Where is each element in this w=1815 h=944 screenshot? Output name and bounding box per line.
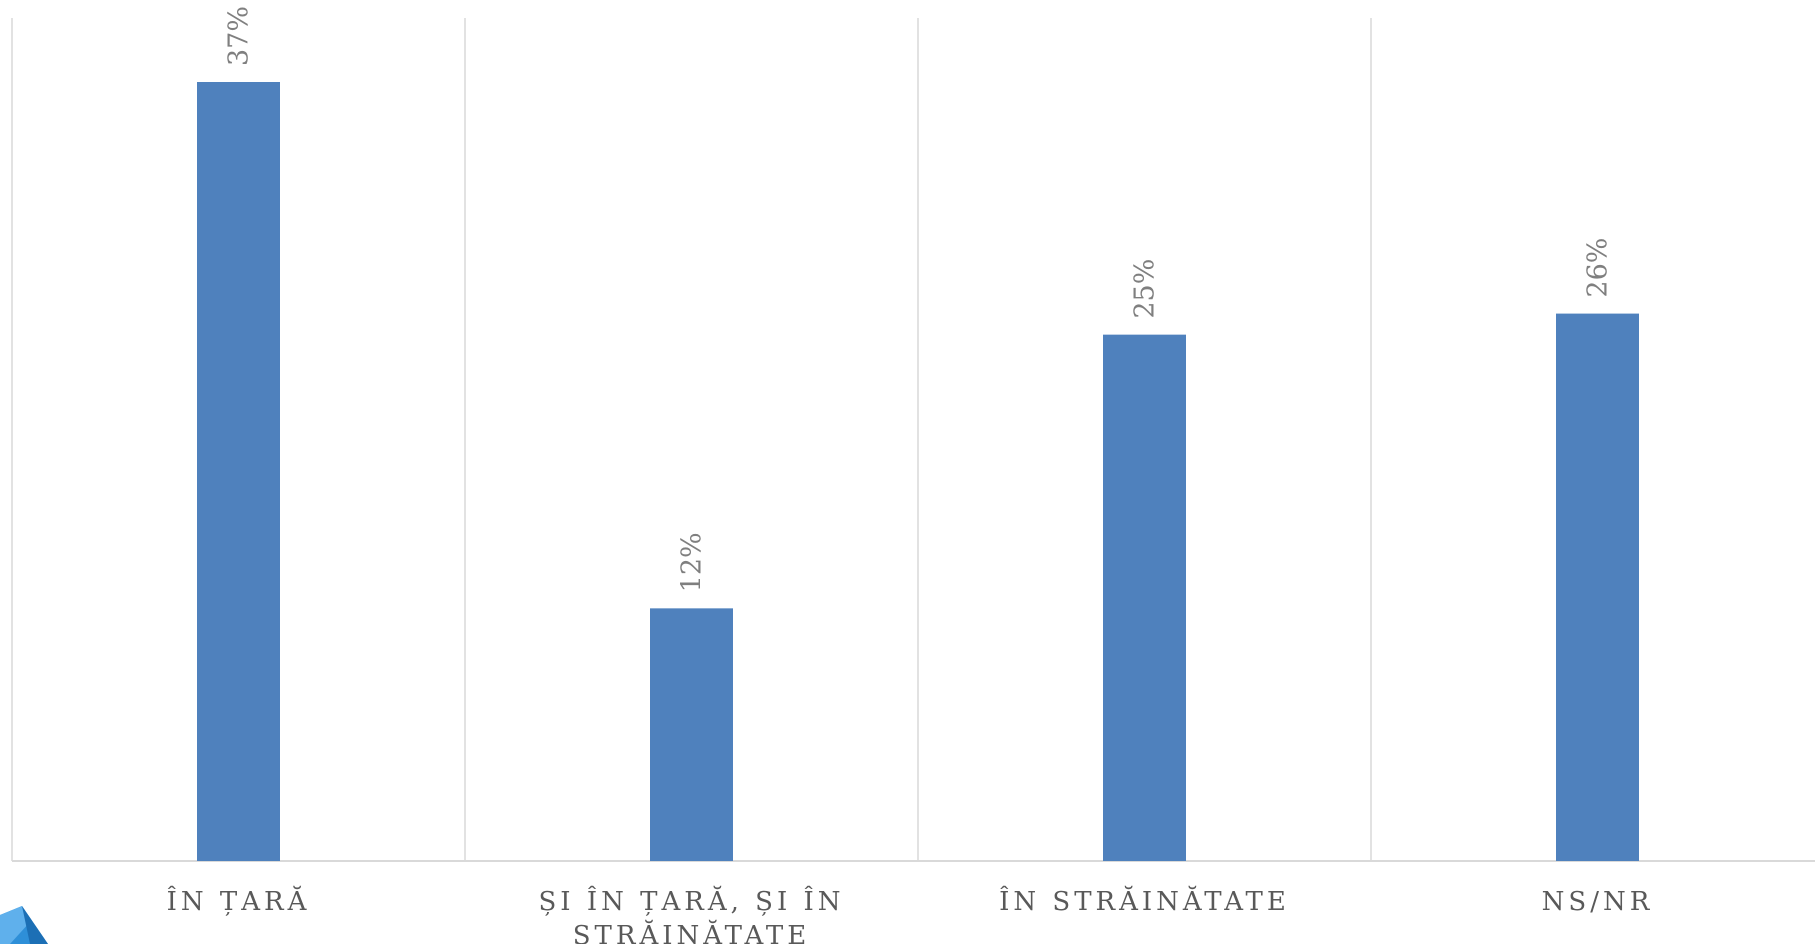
category-label: ÎN STRĂINĂTATE <box>999 885 1290 917</box>
category-label: ÎN ȚARĂ <box>167 885 311 917</box>
bars-layer <box>197 82 1639 861</box>
data-label: 26% <box>1583 238 1614 298</box>
bar <box>1556 313 1639 861</box>
bar <box>197 82 280 861</box>
category-label: STRĂINĂTATE <box>573 919 810 944</box>
category-label: NS/NR <box>1542 887 1654 917</box>
category-label: ȘI ÎN ȚARĂ, ȘI ÎN <box>539 885 845 917</box>
data-label: 37% <box>224 6 255 66</box>
data-label: 25% <box>1130 259 1161 319</box>
triangle-logo-icon <box>0 906 48 944</box>
grid-layer <box>11 18 1815 862</box>
logo <box>0 906 48 944</box>
bar <box>1103 334 1186 861</box>
data-labels-layer: 37% 12% 25% 26% <box>224 6 1614 592</box>
data-label: 12% <box>677 532 708 592</box>
bar <box>650 608 733 861</box>
